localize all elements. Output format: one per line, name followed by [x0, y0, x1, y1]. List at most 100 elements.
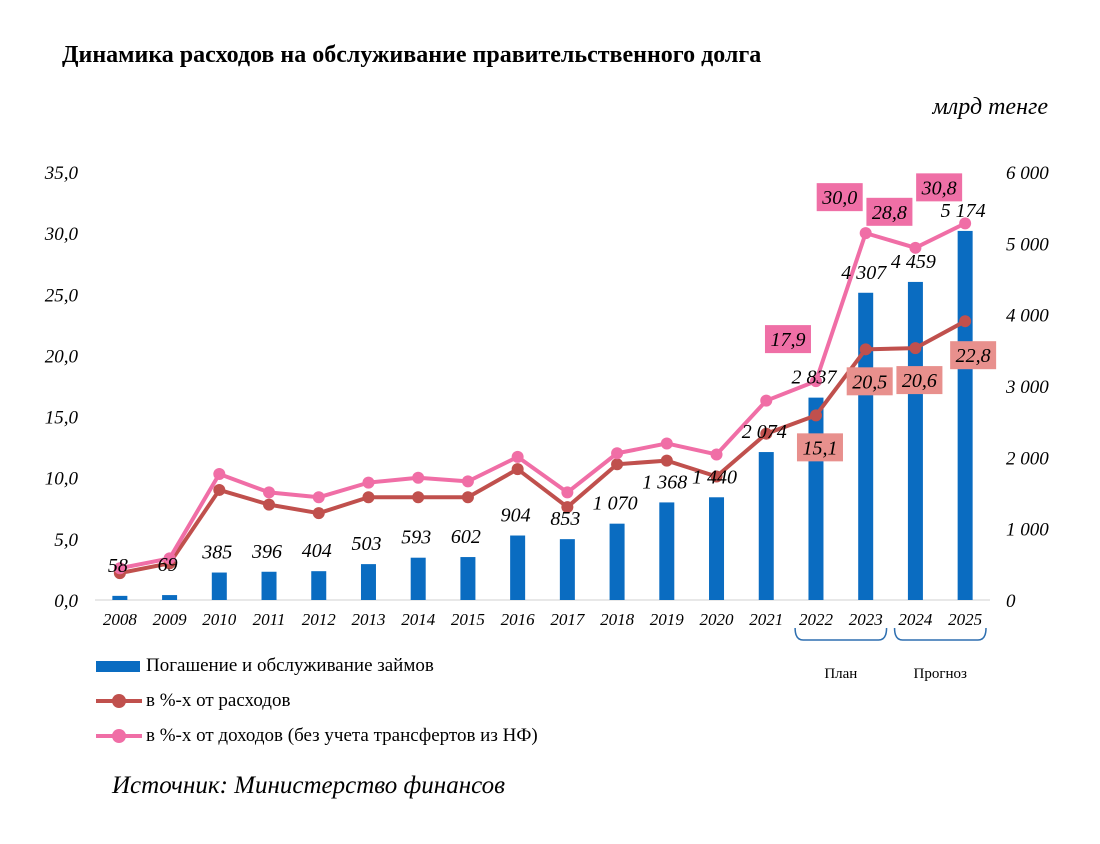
right-axis-tick: 1 000: [1006, 520, 1049, 541]
legend-label-revenues: в %-х от доходов (без учета трансфертов …: [146, 724, 538, 746]
x-axis-tick: 2018: [600, 610, 635, 629]
expenses-point: [909, 342, 922, 355]
expenses-data-label: 20,5: [852, 371, 887, 393]
left-axis-tick: 0,0: [54, 591, 78, 612]
bar: [261, 571, 277, 600]
revenues-line: [119, 221, 967, 571]
expenses-point: [362, 491, 375, 504]
revenues-data-label: 28,8: [872, 202, 907, 224]
bar: [360, 564, 376, 600]
unit-label: млрд тенге: [932, 94, 1048, 120]
expenses-point: [710, 470, 723, 483]
right-axis-tick: 5 000: [1006, 234, 1049, 255]
bar: [162, 595, 178, 600]
bar: [758, 452, 774, 600]
revenues-point: [412, 471, 425, 484]
right-axis-tick: 6 000: [1006, 163, 1049, 184]
revenues-point: [362, 476, 375, 489]
expenses-label-box: [950, 341, 997, 370]
chart-canvas: 0,0 5,0 10,0 15,0 20,0 25,0 30,0 35,0 0 1 000 2 00…: [44, 163, 1050, 682]
expenses-point: [660, 454, 673, 467]
x-axis-tick: 2022: [799, 610, 834, 629]
x-axis-tick: 2008: [103, 610, 138, 629]
bar: [858, 292, 874, 600]
legend: Погашение и обслуживание займов в %-х от…: [96, 648, 538, 753]
left-axis-tick: 30,0: [44, 224, 79, 245]
x-axis-tick: 2013: [351, 610, 385, 629]
revenues-point: [461, 475, 474, 488]
left-axis-tick: 35,0: [44, 163, 79, 184]
x-axis-tick: 2020: [700, 610, 735, 629]
source-note: Источник: Министерство финансов: [112, 772, 505, 799]
expenses-label-box: [846, 367, 893, 396]
bar-data-label: 5 174: [941, 200, 986, 222]
group-label: Прогноз: [914, 666, 968, 682]
bar: [211, 572, 227, 600]
bar-data-label: 853: [550, 508, 580, 530]
bar: [808, 397, 824, 600]
left-axis-tick: 20,0: [45, 346, 79, 367]
left-axis-tick: 25,0: [45, 285, 79, 306]
revenues-point: [263, 486, 276, 499]
revenues-point: [710, 448, 723, 461]
expenses-point: [312, 507, 325, 520]
bar-data-label: 385: [201, 542, 232, 564]
right-axis-tick: 0: [1006, 591, 1016, 612]
expenses-point: [859, 343, 872, 356]
bar-data-label: 2 074: [742, 421, 787, 443]
expenses-point: [611, 458, 624, 471]
bar-data-label: 2 837: [791, 367, 837, 389]
x-axis-tick: 2025: [948, 610, 982, 629]
left-axis-tick: 15,0: [45, 408, 79, 429]
bar-data-label: 1 070: [593, 493, 638, 515]
expenses-line: [119, 319, 967, 576]
right-axis-tick: 4 000: [1006, 306, 1049, 327]
bar-data-label: 904: [501, 505, 531, 527]
expenses-label-box: [796, 433, 843, 462]
legend-item-expenses: в %-х от расходов: [96, 683, 538, 718]
bar-data-label: 69: [158, 554, 178, 576]
bar: [311, 571, 327, 600]
revenues-label-box: [916, 173, 963, 202]
x-axis-tick: 2021: [749, 610, 783, 629]
revenues-point: [611, 447, 624, 460]
x-axis-tick: 2017: [550, 610, 586, 629]
bar: [709, 497, 725, 600]
revenues-point: [909, 241, 922, 254]
expenses-point: [263, 498, 276, 511]
revenues-data-label: 30,8: [921, 177, 957, 199]
legend-bar-swatch: [96, 658, 142, 674]
bar: [410, 557, 426, 600]
x-axis-tick: 2024: [898, 610, 933, 629]
bar: [112, 595, 128, 600]
x-axis-tick: 2014: [401, 610, 436, 629]
bar-data-label: 1 440: [692, 466, 737, 488]
bar-data-label: 1 368: [642, 471, 687, 493]
bar-data-label: 602: [451, 526, 481, 548]
revenues-label-box: [866, 197, 913, 226]
expenses-label-box: [896, 366, 943, 395]
legend-label-bars: Погашение и обслуживание займов: [146, 654, 434, 676]
revenues-point: [163, 552, 176, 565]
revenues-label-box: [816, 183, 863, 212]
x-axis-tick: 2015: [451, 610, 485, 629]
expenses-point: [760, 427, 773, 440]
bar-data-label: 58: [108, 555, 128, 577]
expenses-point: [959, 315, 972, 328]
expenses-data-label: 20,6: [902, 370, 937, 392]
left-axis-tick: 10,0: [45, 469, 79, 490]
x-axis-tick: 2012: [302, 610, 337, 629]
bar-data-label: 4 307: [841, 262, 887, 284]
bar: [957, 230, 973, 600]
revenues-data-label: 17,9: [770, 329, 805, 351]
bar: [609, 523, 625, 600]
revenues-point: [660, 437, 673, 450]
bar: [510, 535, 526, 600]
revenues-point: [809, 375, 822, 388]
group-bracket: [893, 627, 987, 641]
legend-expenses-swatch: [96, 693, 142, 709]
expenses-point: [809, 409, 822, 422]
revenues-point: [760, 394, 773, 407]
expenses-point: [561, 501, 574, 514]
revenues-point: [113, 562, 126, 575]
